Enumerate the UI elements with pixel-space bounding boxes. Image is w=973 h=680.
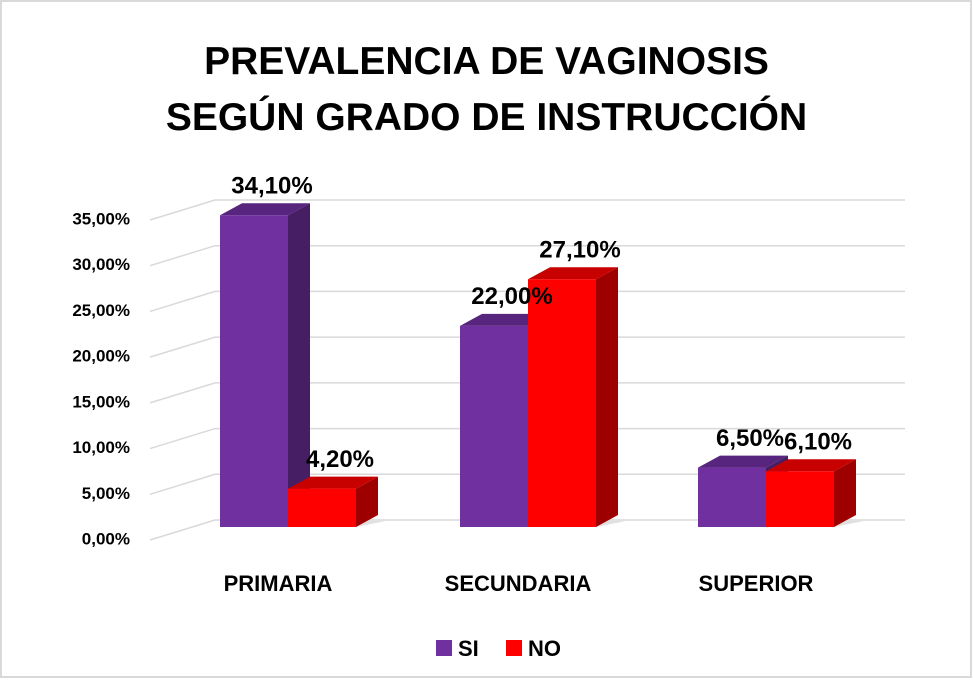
y-tick-label: 20,00% [72,347,130,366]
y-tick-label: 10,00% [72,438,130,457]
bar [766,459,864,527]
data-label: 4,20% [306,446,374,473]
grid-line [149,519,905,541]
grid-line [149,199,905,221]
grid-line [149,427,905,450]
y-tick-label: 5,00% [82,484,130,503]
data-label: 6,50% [716,425,784,452]
legend-swatch [506,640,522,656]
legend-label: SI [458,636,479,661]
data-label: 6,10% [784,429,852,456]
bar [220,203,318,527]
y-tick-label: 0,00% [82,529,130,548]
x-tick-label: SUPERIOR [699,571,814,596]
data-label: 27,10% [539,237,620,264]
data-label: 22,00% [471,283,552,310]
bar [528,267,626,527]
data-label: 34,10% [231,173,312,200]
chart-title: PREVALENCIA DE VAGINOSIS SEGÚN GRADO DE … [165,40,808,139]
legend-swatch [436,640,452,656]
y-tick-label: 30,00% [72,255,130,274]
y-tick-label: 25,00% [72,301,130,320]
grid-line [149,473,905,496]
grid-line [149,336,905,358]
x-tick-label: SECUNDARIA [445,571,592,596]
grid-line [149,290,905,313]
bar [288,476,386,527]
grid-line [149,244,905,267]
y-tick-label: 35,00% [72,209,130,228]
x-tick-label: PRIMARIA [224,571,333,596]
legend-label: NO [528,636,561,661]
y-tick-label: 15,00% [72,392,130,411]
grid-line [149,382,905,404]
